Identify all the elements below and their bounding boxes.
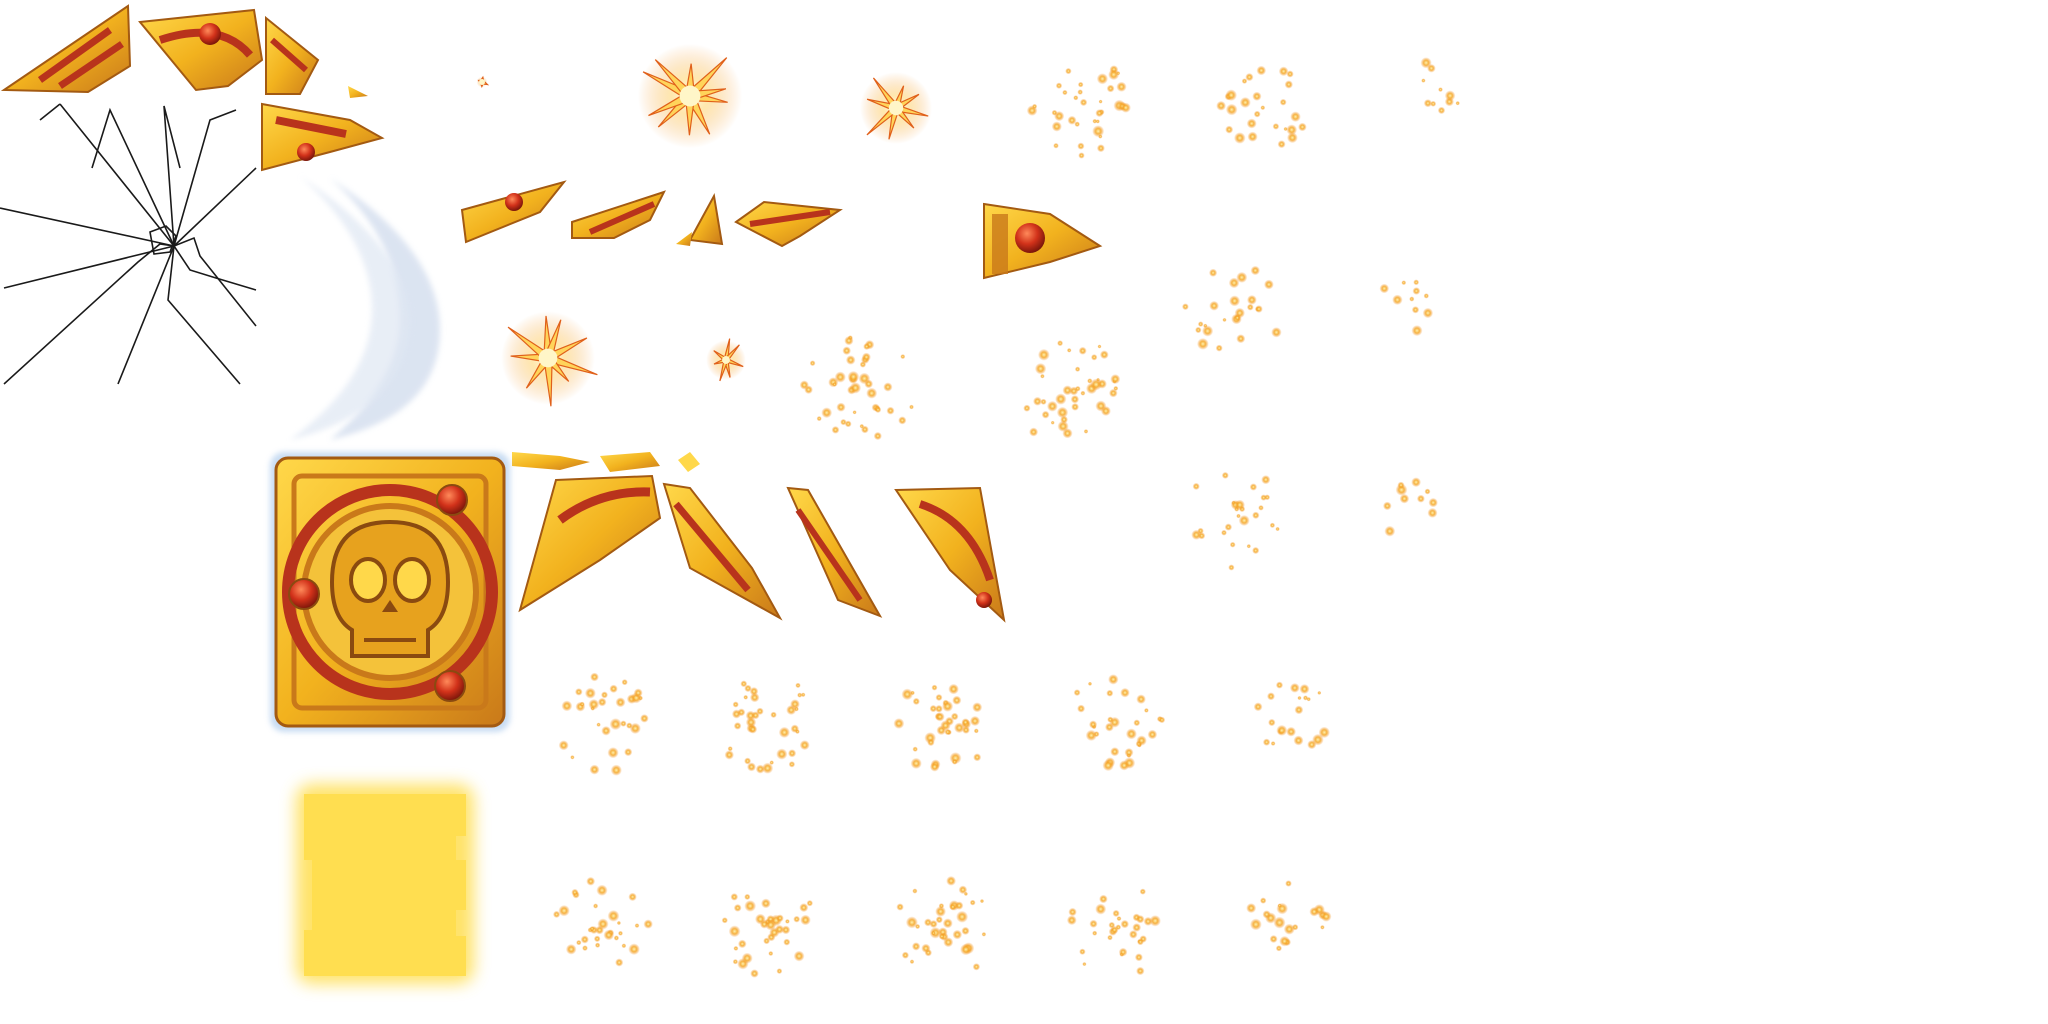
particle-cluster (893, 683, 983, 772)
gold-shard (786, 486, 883, 618)
particle-cluster (1383, 477, 1438, 537)
particle-cluster (1253, 681, 1331, 750)
gold-shard (265, 15, 320, 95)
gold-shard (512, 452, 590, 470)
skull-emblem-icon (329, 519, 451, 658)
particle-cluster (1379, 279, 1434, 337)
particle-cluster (896, 876, 987, 971)
gold-shard (261, 102, 385, 172)
particle-cluster (1073, 674, 1166, 772)
particle-cluster (1023, 340, 1121, 439)
particle-cluster (799, 335, 914, 441)
gold-shard (600, 452, 660, 472)
spark-burst (476, 75, 490, 88)
gold-shard (518, 474, 662, 613)
crack-lines (0, 103, 257, 385)
gold-shard (348, 86, 368, 98)
ruby-gem-icon (1015, 223, 1045, 253)
gold-shard (571, 190, 666, 239)
particle-cluster (721, 893, 813, 978)
particle-cluster (1182, 265, 1282, 352)
spark-burst (706, 338, 746, 382)
white-crescent-glow (290, 176, 440, 440)
ruby-gem-icon (434, 670, 466, 702)
ruby-gem-icon (288, 578, 320, 610)
particle-cluster (1026, 65, 1131, 159)
spark-burst (860, 72, 932, 144)
gold-shard (734, 200, 843, 248)
particle-cluster (558, 672, 649, 776)
gold-shards-top (0, 4, 385, 172)
gold-shard (983, 202, 1103, 280)
particle-cluster (1420, 57, 1460, 115)
particle-cluster (1066, 888, 1161, 976)
particle-cluster (724, 680, 810, 774)
ruby-gem-icon (199, 23, 221, 45)
gold-shards-row1 (460, 180, 1103, 280)
gold-shard (460, 180, 567, 244)
ruby-gem-icon (436, 484, 468, 516)
particle-cluster (1246, 880, 1332, 952)
spark-bursts (476, 43, 932, 407)
ruby-gem-icon (976, 592, 992, 608)
ruby-gem-icon (505, 193, 523, 211)
particle-cluster (1216, 65, 1307, 149)
yellow-glow-tile (296, 784, 474, 984)
gold-shard (894, 486, 1006, 623)
spark-burst (501, 311, 598, 407)
gold-shard (662, 482, 783, 621)
particle-cluster (553, 876, 653, 967)
particle-cluster (1191, 471, 1280, 571)
ruby-gem-icon (297, 143, 315, 161)
gold-shards-row3 (512, 452, 1006, 623)
gold-shard (138, 8, 264, 92)
spark-burst (637, 43, 743, 149)
gold-shard (0, 4, 132, 94)
gold-shard (678, 452, 700, 472)
golden-skull-tile (270, 452, 510, 732)
particle-clusters (553, 57, 1460, 978)
gold-shard (676, 192, 724, 246)
